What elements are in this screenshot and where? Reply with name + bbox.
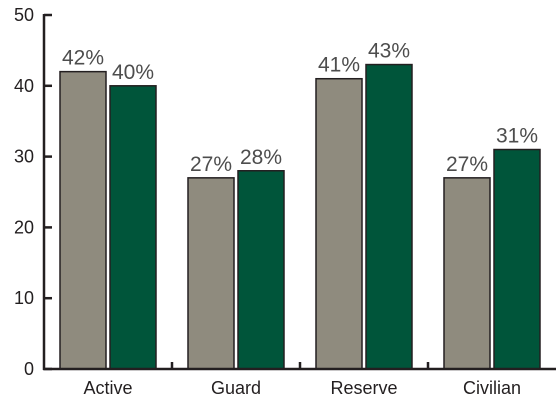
bar-value-label: 31% — [496, 125, 538, 148]
x-ticks: Active Guard Reserve Civilian — [83, 362, 521, 398]
bar-value-label: 28% — [240, 146, 282, 169]
bar-value-label: 27% — [446, 153, 488, 176]
x-tick-label: Active — [83, 378, 132, 398]
bar-value-label: 42% — [62, 47, 104, 70]
bar-value-label: 40% — [112, 61, 154, 84]
bar — [443, 177, 491, 370]
x-tick-label: Civilian — [463, 378, 521, 398]
x-tick-label: Guard — [211, 378, 261, 398]
y-tick-label: 40 — [14, 76, 34, 96]
bar — [315, 77, 363, 370]
bar-value-label: 43% — [368, 40, 410, 63]
bar-value-label: 41% — [318, 54, 360, 77]
y-tick-label: 50 — [14, 5, 34, 25]
y-tick-label: 0 — [24, 359, 34, 379]
bars — [59, 63, 541, 370]
bar-value-label: 27% — [190, 153, 232, 176]
y-tick-label: 30 — [14, 147, 34, 167]
bar — [59, 70, 107, 370]
y-ticks: 0 10 20 30 40 50 — [14, 5, 52, 379]
bar — [109, 85, 157, 370]
bar — [365, 63, 413, 370]
bar — [493, 148, 541, 370]
y-tick-label: 10 — [14, 288, 34, 308]
bar — [187, 177, 235, 370]
bar-labels: 42% 40% 27% 28% 41% 43% 27% 31% — [62, 40, 538, 176]
bar — [237, 170, 285, 370]
y-tick-label: 20 — [14, 217, 34, 237]
x-tick-label: Reserve — [330, 378, 397, 398]
